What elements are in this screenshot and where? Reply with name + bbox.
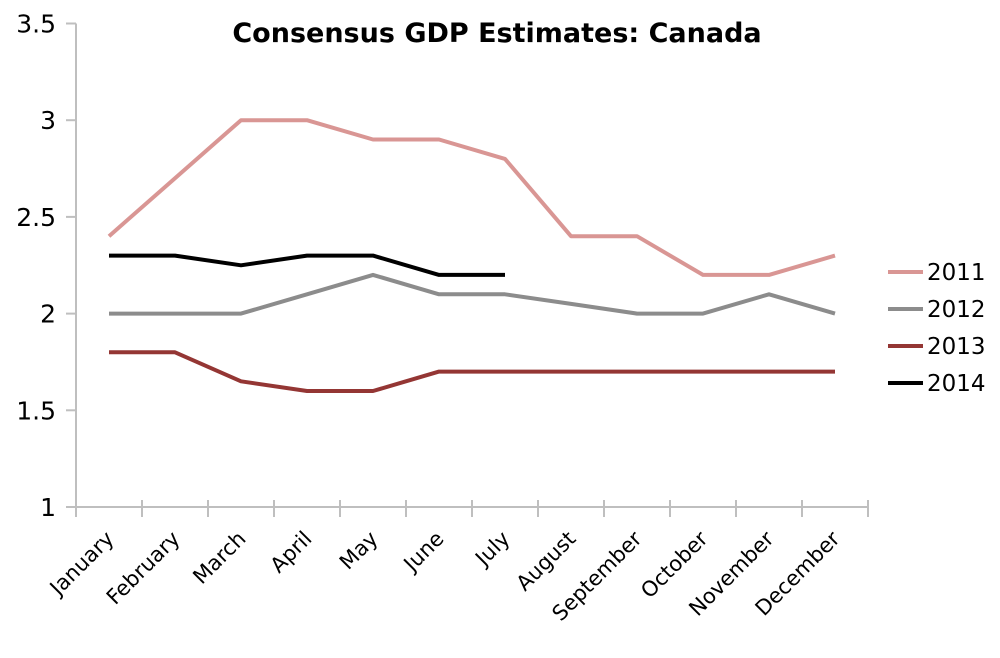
y-axis-tick-label: 1 — [40, 493, 56, 522]
legend-label-2011: 2011 — [927, 260, 986, 286]
series-line-2011 — [107, 118, 836, 277]
y-axis-tick-label: 2 — [40, 300, 56, 329]
legend-label-2014: 2014 — [927, 371, 986, 397]
series-line-2013 — [109, 350, 835, 393]
x-axis-label-march: March — [188, 527, 250, 589]
y-axis-tick-label: 3 — [40, 106, 56, 135]
legend-label-2012: 2012 — [927, 297, 986, 323]
x-axis-label-february: February — [102, 527, 185, 610]
x-axis-label-june: June — [398, 527, 449, 578]
x-axis-label-may: May — [335, 527, 383, 575]
series-line-2014 — [109, 253, 505, 277]
x-axis-label-april: April — [266, 527, 317, 578]
y-axis-tick-label: 2.5 — [16, 203, 56, 232]
chart-title: Consensus GDP Estimates: Canada — [232, 18, 761, 49]
series-line-2012 — [109, 272, 836, 316]
y-axis-tick-label: 3.5 — [16, 10, 56, 39]
x-axis-label-july: July — [469, 527, 514, 572]
y-axis-tick-label: 1.5 — [16, 396, 56, 425]
legend-label-2013: 2013 — [927, 334, 986, 360]
